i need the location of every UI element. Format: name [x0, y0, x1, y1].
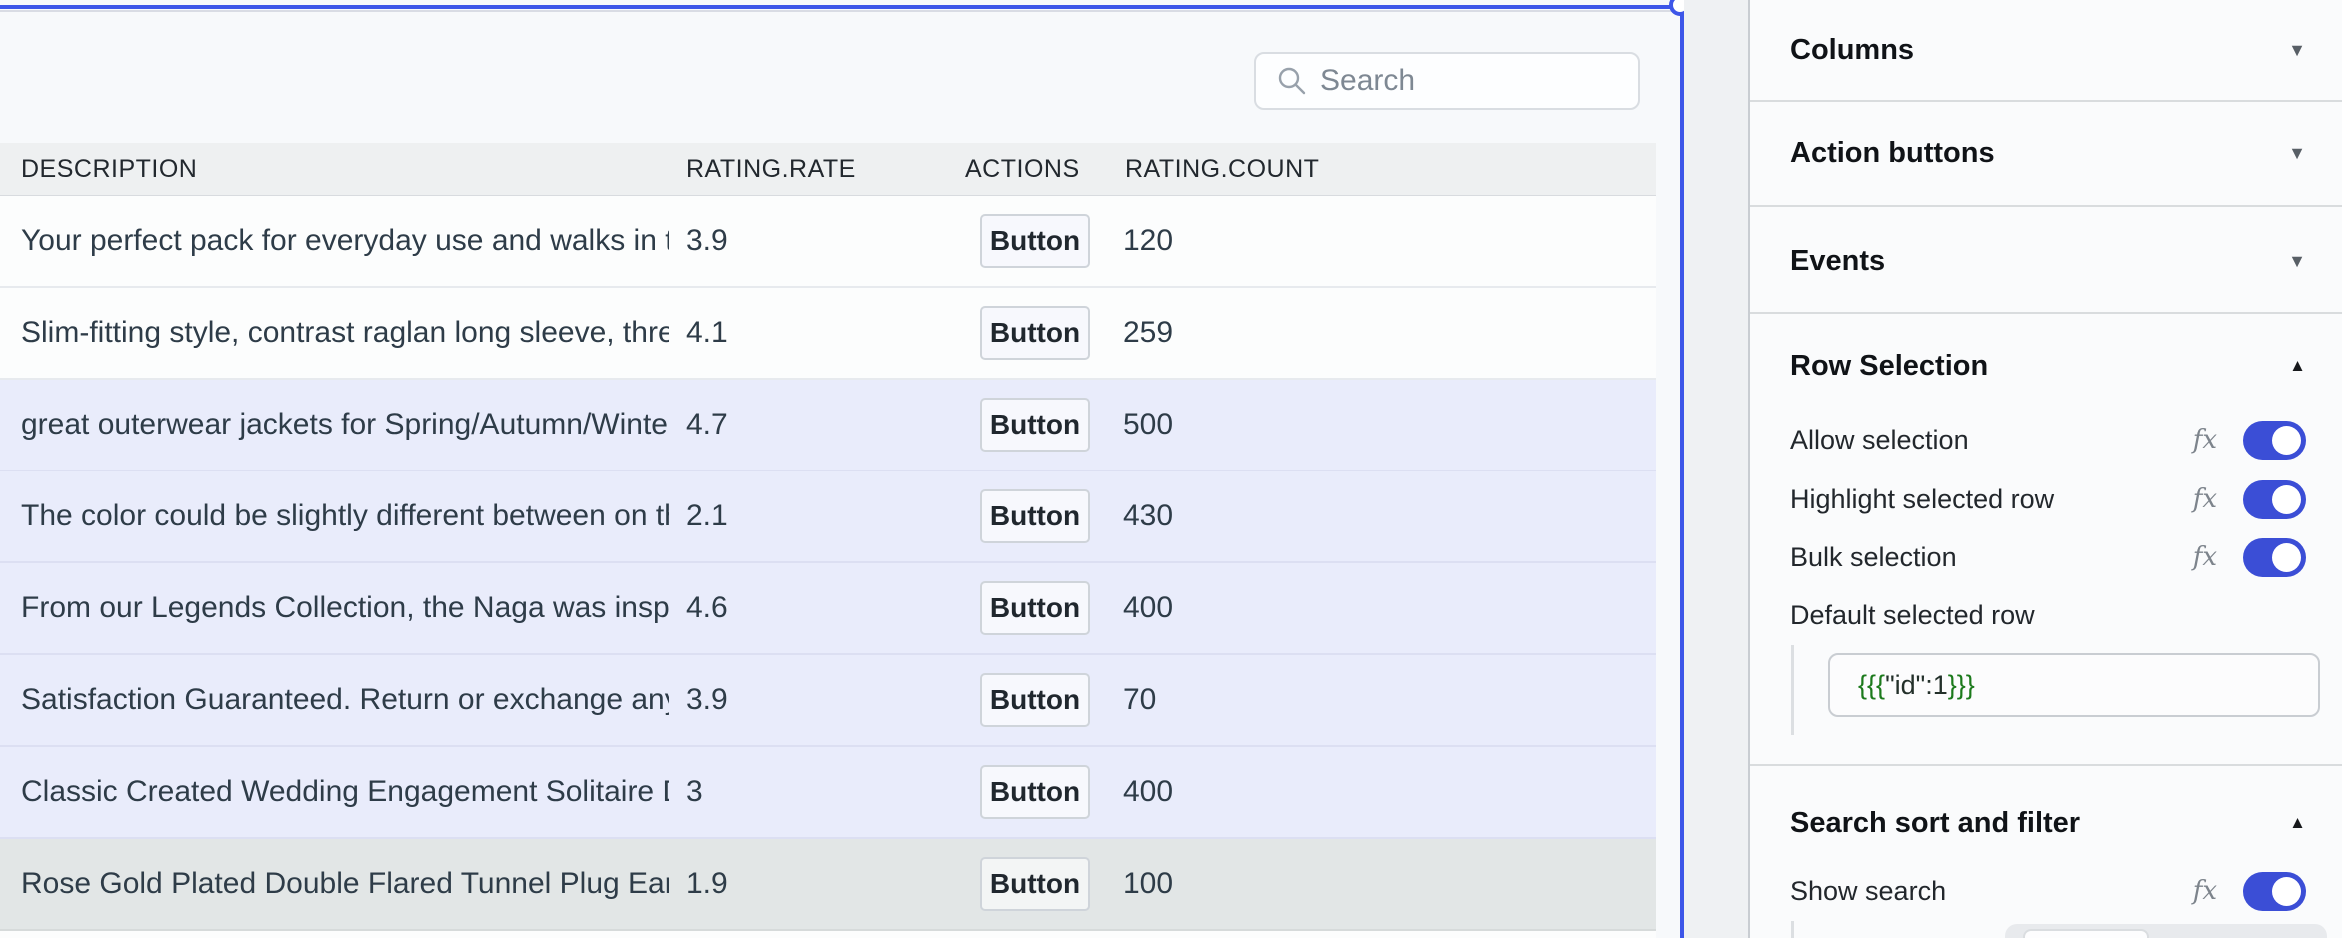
cell-rating-rate: 1.9 — [686, 866, 728, 900]
selection-border-top — [0, 5, 1685, 9]
cell-rating-rate: 4.6 — [686, 591, 728, 625]
row-action-button[interactable]: Button — [980, 489, 1090, 544]
column-header-actions[interactable]: ACTIONS — [965, 155, 1080, 183]
segmented-control-selected[interactable] — [2023, 929, 2149, 938]
search-icon — [1278, 67, 1306, 95]
cell-rating-rate: 2.1 — [686, 499, 728, 533]
table-row-partial — [0, 931, 1656, 938]
cell-description: Rose Gold Plated Double Flared Tunnel Pl… — [21, 866, 669, 900]
fx-button[interactable]: fx — [2192, 484, 2217, 514]
cell-rating-count: 400 — [1123, 591, 1174, 625]
row-action-button[interactable]: Button — [980, 764, 1090, 819]
allow-selection-toggle[interactable] — [2243, 420, 2306, 460]
cell-rating-rate: 3 — [686, 774, 703, 808]
cell-rating-count: 120 — [1123, 224, 1174, 257]
highlight-selected-row-toggle[interactable] — [2243, 479, 2306, 519]
search-placeholder: Search — [1320, 64, 1416, 97]
column-header-rating-count[interactable]: RATING.COUNT — [1125, 155, 1320, 183]
show-search-toggle[interactable] — [2243, 871, 2306, 911]
cell-description: great outerwear jackets for Spring/Autum… — [21, 407, 669, 441]
section-divider — [1750, 205, 2342, 207]
inspector-panel — [1748, 0, 2342, 938]
setting-show-search: Show search fx — [1790, 866, 2306, 916]
column-header-rating-rate[interactable]: RATING.RATE — [686, 155, 856, 183]
expression-braces: }}} — [1947, 669, 1975, 700]
table-row[interactable]: Slim-fitting style, contrast raglan long… — [0, 287, 1656, 380]
setting-label: Default selected row — [1790, 599, 2035, 630]
section-title: Columns — [1790, 33, 1915, 66]
chevron-down-icon[interactable]: ▼ — [2288, 250, 2306, 271]
section-header-row-selection[interactable]: Row Selection ▲ — [1790, 341, 2306, 391]
section-title: Action buttons — [1790, 136, 1995, 169]
cell-description: Classic Created Wedding Engagement Solit… — [21, 774, 669, 808]
fx-button[interactable]: fx — [2192, 542, 2217, 572]
row-action-button[interactable]: Button — [980, 305, 1090, 360]
cell-rating-rate: 4.7 — [686, 407, 728, 441]
section-divider — [1750, 764, 2342, 766]
section-title: Events — [1790, 244, 1886, 277]
cell-rating-count: 500 — [1123, 407, 1174, 441]
cell-description: Satisfaction Guaranteed. Return or excha… — [21, 683, 669, 716]
table-row[interactable]: great outerwear jackets for Spring/Autum… — [0, 379, 1656, 472]
table-row[interactable]: Your perfect pack for everyday use and w… — [0, 196, 1656, 288]
cell-description: The color could be slightly different be… — [21, 499, 669, 533]
table-header: DESCRIPTION RATING.RATE ACTIONS RATING.C… — [0, 143, 1656, 197]
row-action-button[interactable]: Button — [980, 581, 1090, 636]
table-row[interactable]: The color could be slightly different be… — [0, 471, 1656, 564]
cell-description: Your perfect pack for everyday use and w… — [21, 224, 669, 257]
cell-rating-count: 70 — [1123, 683, 1157, 716]
fx-button[interactable]: fx — [2192, 425, 2217, 455]
table-row[interactable]: From our Legends Collection, the Naga wa… — [0, 563, 1656, 656]
row-action-button[interactable]: Button — [980, 856, 1090, 911]
selection-border-right[interactable] — [1680, 5, 1684, 938]
cell-description: Slim-fitting style, contrast raglan long… — [21, 315, 669, 349]
cell-rating-count: 259 — [1123, 315, 1174, 349]
column-header-description[interactable]: DESCRIPTION — [21, 155, 198, 183]
section-header-search-sort-filter[interactable]: Search sort and filter ▲ — [1790, 798, 2306, 848]
row-action-button[interactable]: Button — [980, 397, 1090, 452]
section-header-events[interactable]: Events ▼ — [1790, 236, 2306, 286]
setting-allow-selection: Allow selection fx — [1790, 415, 2306, 465]
input-indent-guide — [1791, 645, 1794, 735]
row-action-button[interactable]: Button — [980, 673, 1090, 727]
canvas-gutter — [1684, 0, 1748, 938]
expression-body: "id":1 — [1885, 669, 1948, 700]
setting-bulk-selection: Bulk selection fx — [1790, 532, 2306, 582]
chevron-up-icon[interactable]: ▲ — [2289, 813, 2306, 832]
section-divider — [1750, 312, 2342, 314]
cell-rating-rate: 4.1 — [686, 315, 728, 349]
table-search-input[interactable]: Search — [1254, 52, 1640, 110]
chevron-down-icon[interactable]: ▼ — [2288, 142, 2306, 163]
section-divider — [1750, 100, 2342, 102]
cell-rating-rate: 3.9 — [686, 224, 728, 257]
section-header-action-buttons[interactable]: Action buttons ▼ — [1790, 128, 2306, 178]
input-indent-guide — [1791, 921, 1794, 938]
setting-highlight-selected-row: Highlight selected row fx — [1790, 474, 2306, 524]
setting-label: Show search — [1790, 875, 1947, 906]
setting-label: Highlight selected row — [1790, 483, 2055, 514]
chevron-down-icon[interactable]: ▼ — [2288, 39, 2306, 60]
cell-rating-count: 100 — [1123, 866, 1174, 900]
setting-label: Bulk selection — [1790, 541, 1957, 572]
setting-label: Allow selection — [1790, 424, 1969, 455]
table-row[interactable]: Classic Created Wedding Engagement Solit… — [0, 746, 1656, 839]
setting-default-selected-row: Default selected row — [1790, 590, 2306, 640]
default-selected-row-input[interactable]: {{{"id":1}}} — [1828, 653, 2320, 717]
section-header-columns[interactable]: Columns ▼ — [1790, 25, 2306, 75]
chevron-up-icon[interactable]: ▲ — [2289, 356, 2306, 375]
cell-rating-rate: 3.9 — [686, 683, 728, 716]
component-top-edge — [0, 10, 1682, 12]
fx-button[interactable]: fx — [2192, 876, 2217, 906]
expression-braces: {{{ — [1858, 669, 1886, 700]
section-title: Search sort and filter — [1790, 806, 2081, 839]
table-row[interactable]: Satisfaction Guaranteed. Return or excha… — [0, 655, 1656, 747]
table-row[interactable]: Rose Gold Plated Double Flared Tunnel Pl… — [0, 838, 1656, 931]
section-title: Row Selection — [1790, 349, 1989, 382]
bulk-selection-toggle[interactable] — [2243, 537, 2306, 577]
cell-description: From our Legends Collection, the Naga wa… — [21, 591, 669, 625]
cell-rating-count: 430 — [1123, 499, 1174, 533]
row-action-button[interactable]: Button — [980, 214, 1090, 268]
cell-rating-count: 400 — [1123, 774, 1174, 808]
